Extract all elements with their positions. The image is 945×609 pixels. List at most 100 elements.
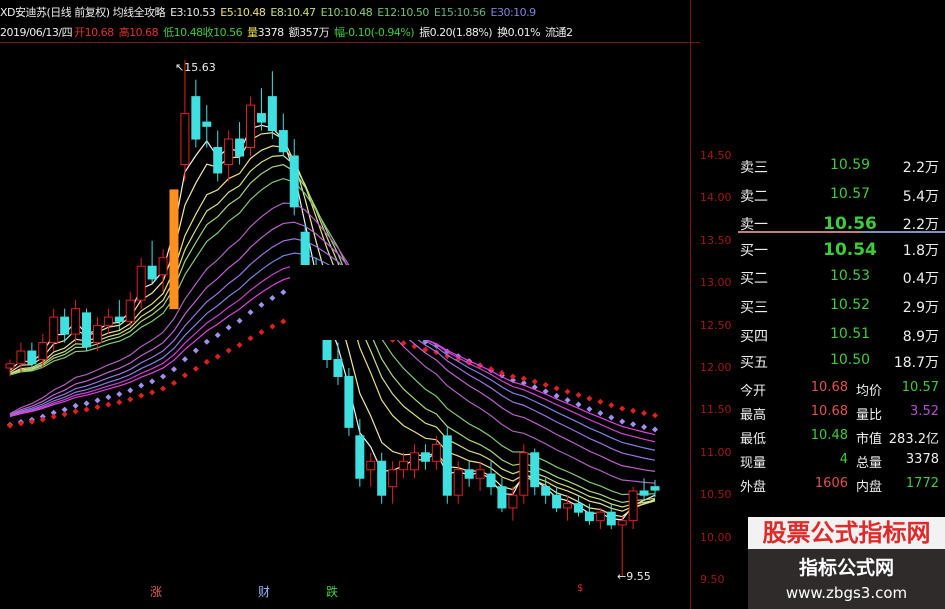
candle-body[interactable] (377, 460, 387, 496)
candle-body[interactable] (606, 511, 616, 526)
candle-body[interactable] (202, 121, 212, 127)
candle-body[interactable] (147, 265, 157, 280)
candle-body[interactable] (125, 299, 135, 322)
candle-body[interactable] (464, 469, 474, 479)
candle-body[interactable] (409, 452, 419, 471)
candle-body[interactable] (639, 490, 649, 496)
candle-body[interactable] (420, 452, 430, 462)
price-tick: 9.50 (700, 573, 725, 586)
candle-body[interactable] (584, 511, 594, 522)
sell-price: 10.59 (829, 157, 871, 173)
candle-body[interactable] (180, 113, 190, 165)
candle-body[interactable] (267, 96, 277, 132)
ema70-diamond (50, 413, 57, 420)
candle-body[interactable] (650, 486, 660, 491)
close-label: 收 (202, 26, 214, 39)
candle-body[interactable] (278, 130, 288, 153)
buy-level-label: 买五 (740, 355, 768, 371)
price-tick: 11.00 (700, 445, 732, 459)
ema70-diamond (422, 346, 429, 353)
candle-body[interactable] (158, 257, 168, 276)
candle-body[interactable] (563, 503, 573, 509)
candle-body[interactable] (191, 96, 201, 140)
candle-body[interactable] (60, 316, 70, 335)
candle-body[interactable] (541, 486, 551, 496)
candle-body[interactable] (573, 503, 583, 513)
buy-volume: 8.9万 (902, 329, 939, 345)
candle-body[interactable] (27, 350, 37, 365)
buy-price: 10.52 (829, 297, 871, 313)
candle-body[interactable] (595, 511, 605, 522)
ema70-diamond (247, 335, 254, 342)
ema50-diamond (269, 294, 276, 301)
buy-row: 买二 10.53 0.4万 (738, 268, 943, 290)
candle-body[interactable] (486, 473, 496, 488)
candle-body[interactable] (399, 460, 409, 471)
candle-body[interactable] (213, 147, 223, 174)
ema50-diamond (553, 392, 560, 399)
ema70-diamond (575, 391, 582, 398)
ema70-diamond (83, 406, 90, 413)
candle-body[interactable] (519, 452, 529, 496)
candle-body[interactable] (82, 312, 92, 348)
stat-value: 4 (839, 452, 848, 467)
sell-price: 10.56 (823, 214, 877, 234)
high-annotation-value: 15.63 (184, 61, 216, 74)
candle-body[interactable] (92, 325, 102, 344)
candle-body[interactable] (289, 155, 299, 208)
candle-body[interactable] (224, 138, 234, 165)
candle-body[interactable] (103, 316, 113, 327)
candle-body[interactable] (497, 486, 507, 509)
candle-body[interactable] (136, 265, 146, 301)
candle-body[interactable] (333, 359, 343, 377)
candlestick-chart[interactable] (0, 0, 690, 609)
ema50-diamond (258, 301, 265, 308)
ema50-diamond (608, 414, 615, 421)
candle-body[interactable] (431, 443, 441, 462)
ema70-diamond (105, 401, 112, 408)
candle-body[interactable] (552, 494, 562, 509)
stat-label: 现量 (740, 456, 767, 471)
candle-body[interactable] (246, 104, 256, 149)
price-tick: 14.00 (700, 191, 732, 205)
stat-label: 今开 (740, 384, 767, 399)
buy-volume: 0.4万 (902, 271, 939, 287)
candle-body[interactable] (617, 520, 627, 526)
candle-body[interactable] (16, 350, 26, 365)
candle-body[interactable] (49, 316, 59, 344)
candle-body[interactable] (388, 469, 398, 488)
stat-value: 3.52 (910, 404, 939, 419)
ema70-diamond (498, 370, 505, 377)
ema50-diamond (564, 397, 571, 404)
candle-body[interactable] (508, 494, 518, 509)
stat-value: 3378 (905, 452, 939, 467)
ema50-diamond (214, 332, 221, 339)
candle-body[interactable] (5, 363, 15, 369)
candle-body[interactable] (169, 189, 179, 310)
candle-body[interactable] (442, 435, 452, 496)
candle-body[interactable] (628, 490, 638, 522)
candle-body[interactable] (71, 308, 81, 335)
buy-volume: 18.7万 (893, 355, 939, 371)
stat-label: 量比 (856, 408, 883, 423)
candle-body[interactable] (475, 469, 485, 479)
ema20-line (9, 202, 656, 484)
ema70-diamond (542, 381, 549, 388)
buy-volume: 2.9万 (902, 300, 939, 316)
ema70-diamond (520, 375, 527, 382)
ema70-diamond (39, 416, 46, 423)
candle-body[interactable] (235, 138, 245, 157)
candle-body[interactable] (38, 342, 48, 361)
candle-body[interactable] (114, 316, 124, 322)
stat-row: 今开 10.68 均价 10.57 (738, 380, 943, 402)
ema50-diamond (597, 410, 604, 417)
buy-volume: 1.8万 (902, 243, 939, 259)
candle-body[interactable] (355, 435, 365, 479)
candle-body[interactable] (256, 113, 266, 123)
price-tick: 11.50 (700, 403, 732, 417)
candle-body[interactable] (366, 460, 376, 471)
occlusion-top-right (533, 44, 945, 140)
candle-body[interactable] (453, 469, 463, 496)
candle-body[interactable] (344, 375, 354, 428)
candle-body[interactable] (530, 452, 540, 488)
